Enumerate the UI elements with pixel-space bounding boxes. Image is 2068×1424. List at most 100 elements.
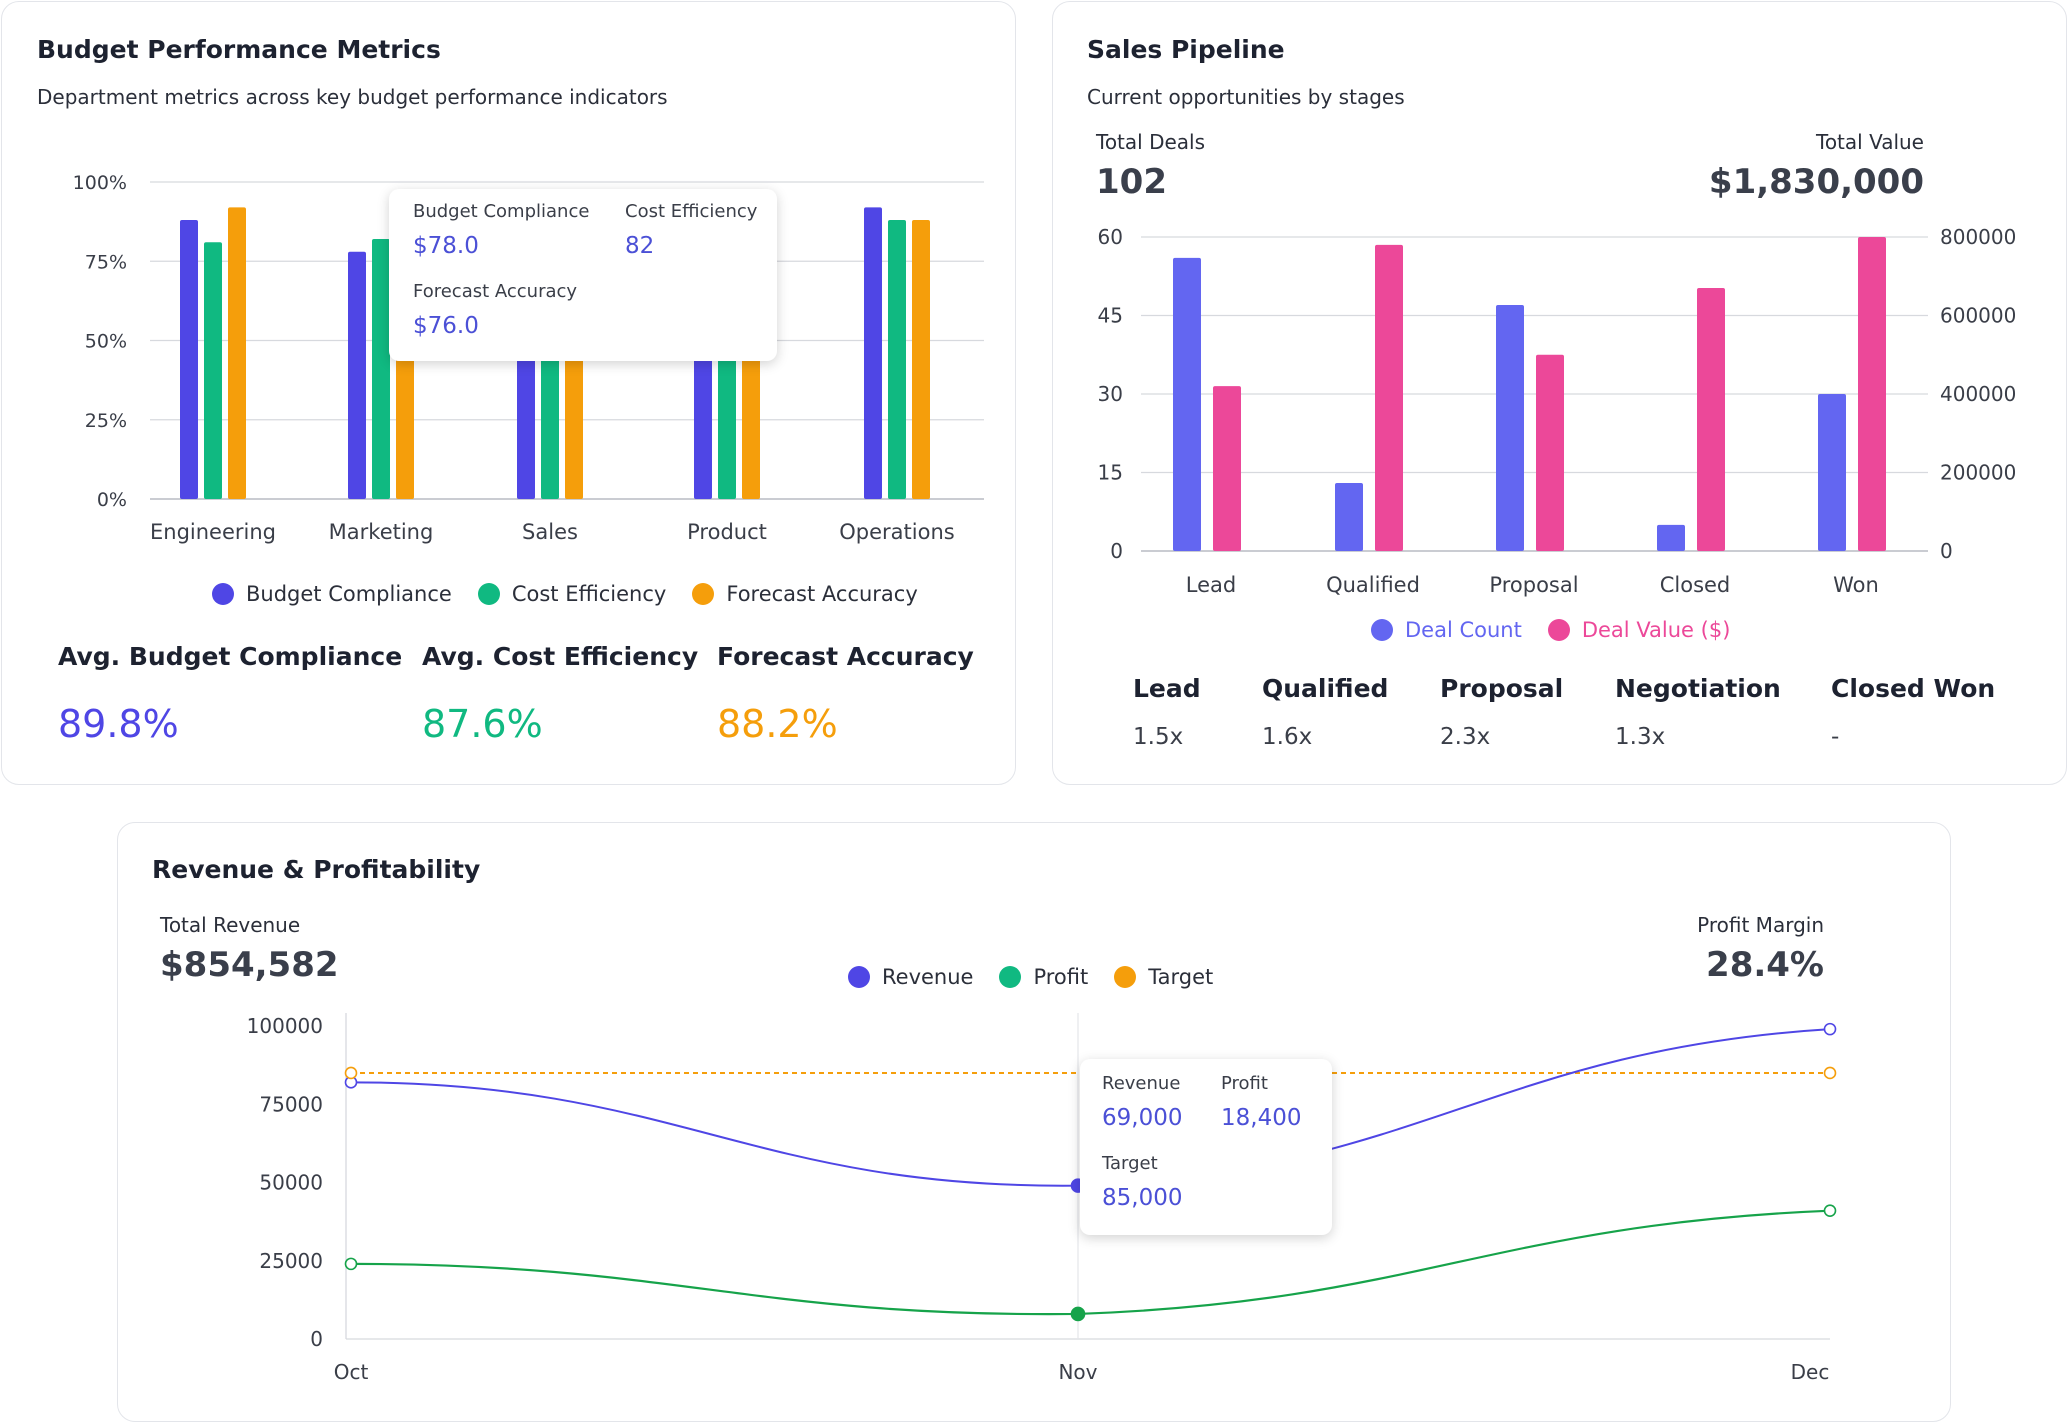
sales-card: Sales Pipeline Current opportunities by … (1052, 1, 2067, 785)
budget-card: Budget Performance Metrics Department me… (1, 1, 1016, 785)
y-tick-label: 75% (85, 251, 127, 273)
legend-label: Deal Count (1405, 618, 1522, 642)
y-left-tick-label: 30 (1098, 382, 1123, 406)
legend-label: Budget Compliance (246, 582, 452, 606)
data-point-target (1823, 1066, 1837, 1080)
ratio-value-qualified: 1.6x (1262, 724, 1313, 750)
bar-forecast-accuracy (912, 220, 930, 500)
legend-budget-compliance[interactable]: Budget Compliance (212, 582, 452, 606)
bar-cost-efficiency (204, 242, 222, 500)
x-tick-label: Won (1833, 573, 1879, 597)
ratio-value-proposal: 2.3x (1440, 724, 1491, 750)
bar-deal-count (1818, 394, 1846, 551)
bar-budget-compliance (348, 251, 366, 499)
tooltip-value: 18,400 (1221, 1105, 1302, 1131)
tooltip-label: Profit (1221, 1073, 1268, 1094)
revenue-line-chart: 0 25000 50000 75000 100000 Oct Nov Dec (247, 1013, 1837, 1384)
ratio-value-closed-won: - (1831, 724, 1840, 750)
tooltip-value: 69,000 (1102, 1105, 1183, 1131)
bar-deal-count (1335, 482, 1363, 551)
y-right-tick-label: 200000 (1940, 461, 2016, 485)
legend-dot-icon (212, 583, 234, 605)
revenue-card: Revenue & Profitability Total Revenue $8… (117, 822, 1951, 1422)
legend-target[interactable]: Target (1114, 965, 1213, 989)
sales-title: Sales Pipeline (1087, 35, 1285, 64)
tooltip-value: $76.0 (413, 313, 479, 339)
legend-label: Deal Value ($) (1581, 618, 1731, 642)
legend-forecast-accuracy[interactable]: Forecast Accuracy (692, 582, 918, 606)
tooltip-value: 85,000 (1102, 1185, 1183, 1211)
ratio-stage-qualified: Qualified (1262, 674, 1389, 703)
ratio-value-lead: 1.5x (1133, 724, 1184, 750)
ratio-value-negotiation: 1.3x (1615, 724, 1666, 750)
data-point-revenue (1823, 1022, 1837, 1036)
y-tick-label: 25000 (259, 1249, 323, 1273)
legend-revenue[interactable]: Revenue (848, 965, 973, 989)
legend-label: Cost Efficiency (511, 582, 667, 606)
tooltip-label: Budget Compliance (413, 201, 590, 222)
legend-cost-efficiency[interactable]: Cost Efficiency (477, 582, 667, 606)
sales-subtitle: Current opportunities by stages (1087, 85, 1405, 109)
legend-profit[interactable]: Profit (999, 965, 1088, 989)
bar-cost-efficiency (372, 239, 390, 499)
total-deals-value: 102 (1096, 162, 1167, 202)
tooltip-value: 82 (625, 233, 655, 259)
metric-value-cost-efficiency: 87.6% (422, 702, 543, 746)
ratio-stage-negotiation: Negotiation (1615, 674, 1781, 703)
tooltip-label: Forecast Accuracy (413, 281, 578, 302)
bar-deal-count (1496, 305, 1524, 551)
y-left-tick-label: 45 (1098, 304, 1123, 328)
x-tick-label: Closed (1660, 573, 1731, 597)
bar-forecast-accuracy (228, 207, 246, 500)
bar-deal-value (1697, 288, 1725, 551)
y-right-tick-label: 800000 (1940, 225, 2016, 249)
revenue-tooltip: Revenue 69,000 Profit 18,400 Target 85,0… (1080, 1059, 1332, 1235)
y-tick-label: 50% (85, 331, 127, 353)
metric-label-forecast-accuracy: Forecast Accuracy (717, 642, 974, 671)
bar-deal-value (1375, 244, 1403, 551)
total-revenue-value: $854,582 (160, 945, 339, 985)
legend-deal-count[interactable]: Deal Count (1371, 618, 1522, 642)
budget-legend: Budget Compliance Cost Efficiency Foreca… (212, 582, 944, 606)
legend-label: Profit (1033, 965, 1089, 989)
x-tick-label: Oct (334, 1360, 369, 1384)
total-revenue-label: Total Revenue (160, 913, 301, 937)
x-tick-label: Engineering (150, 520, 276, 544)
y-left-tick-label: 0 (1110, 539, 1123, 563)
y-right-tick-label: 0 (1940, 539, 1953, 563)
data-point-profit (1070, 1306, 1086, 1322)
total-value-value: $1,830,000 (1708, 162, 1924, 202)
metric-value-forecast-accuracy: 88.2% (717, 702, 838, 746)
y-left-tick-label: 15 (1098, 461, 1123, 485)
bar-cost-efficiency (888, 220, 906, 500)
x-tick-label: Lead (1186, 573, 1236, 597)
legend-dot-icon (1371, 619, 1393, 641)
total-deals-label: Total Deals (1096, 130, 1206, 154)
y-tick-label: 100000 (247, 1014, 323, 1038)
x-tick-label: Proposal (1489, 573, 1578, 597)
y-right-tick-label: 400000 (1940, 382, 2016, 406)
legend-dot-icon (1114, 966, 1137, 988)
budget-tooltip: Budget Compliance $78.0 Cost Efficiency … (389, 189, 777, 361)
x-tick-label: Marketing (329, 520, 434, 544)
sales-legend: Deal Count Deal Value ($) (1371, 618, 1756, 642)
y-tick-label: 25% (85, 410, 127, 432)
bar-deal-value (1858, 237, 1886, 551)
y-tick-label: 0% (97, 489, 127, 511)
metric-value-budget-compliance: 89.8% (58, 702, 179, 746)
revenue-legend: Revenue Profit Target (848, 965, 1239, 989)
legend-dot-icon (1547, 619, 1570, 641)
legend-label: Forecast Accuracy (726, 582, 918, 606)
legend-label: Target (1148, 965, 1214, 989)
tooltip-label: Target (1102, 1153, 1158, 1174)
legend-deal-value[interactable]: Deal Value ($) (1547, 618, 1731, 642)
y-tick-label: 100% (73, 172, 127, 194)
tooltip-label: Cost Efficiency (625, 201, 758, 222)
x-tick-label: Operations (839, 520, 954, 544)
metric-label-cost-efficiency: Avg. Cost Efficiency (422, 642, 699, 671)
tooltip-label: Revenue (1102, 1073, 1181, 1094)
profit-margin-label: Profit Margin (1697, 913, 1824, 937)
y-left-tick-label: 60 (1098, 225, 1123, 249)
budget-title: Budget Performance Metrics (37, 35, 441, 64)
y-tick-label: 50000 (259, 1171, 323, 1195)
